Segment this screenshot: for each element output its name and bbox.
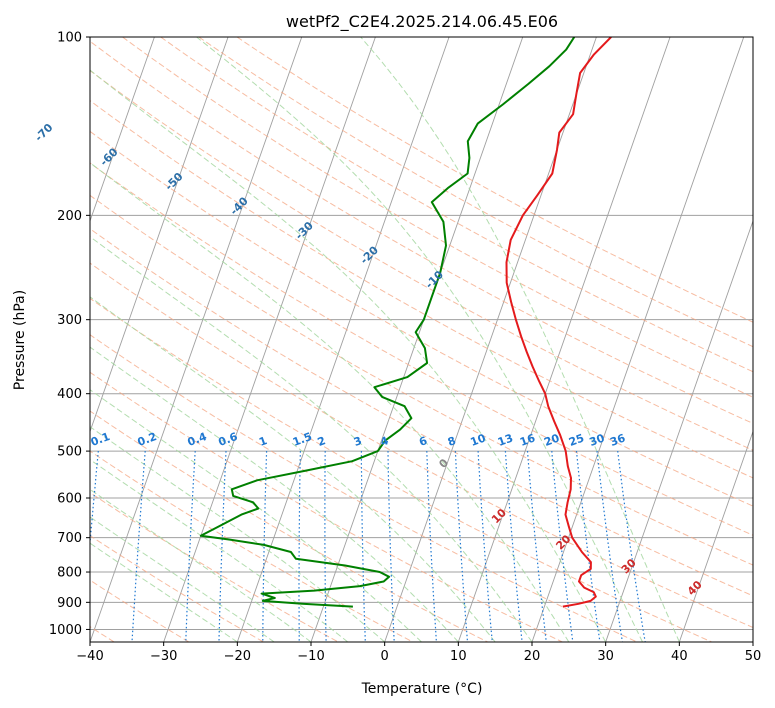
mixing-ratio-label: 8 — [446, 434, 458, 449]
mixing-ratio-line — [551, 451, 574, 642]
dry-adiabat — [90, 194, 753, 566]
moist-adiabat — [90, 236, 533, 642]
y-tick-label: 300 — [57, 313, 82, 328]
dry-adiabat — [198, 37, 753, 348]
plot-area — [90, 37, 753, 642]
mixing-ratio-label: 13 — [496, 431, 515, 448]
isotherm-line — [163, 37, 376, 642]
y-tick-label: 400 — [57, 387, 82, 402]
isotherm-line — [531, 37, 745, 642]
isotherm-line — [384, 37, 597, 642]
y-tick-label: 500 — [57, 445, 82, 460]
isotherm-line — [457, 37, 671, 642]
mixing-ratio-label: 3 — [352, 434, 364, 449]
y-tick-label: 600 — [57, 492, 82, 507]
moist-adiabat — [90, 488, 312, 642]
dry-adiabat — [90, 450, 414, 642]
mixing-ratio-label: 0.4 — [186, 430, 209, 449]
mixing-ratio-label: 1 — [257, 434, 269, 449]
y-tick-label: 700 — [57, 531, 82, 546]
mixing-ratio-label: 25 — [567, 431, 586, 448]
x-tick-label: −20 — [224, 649, 251, 664]
x-tick-label: −10 — [297, 649, 324, 664]
mixing-ratio-line — [596, 451, 623, 642]
mixing-ratio-label: 30 — [588, 431, 607, 449]
moist-adiabat — [90, 162, 570, 642]
x-tick-label: 0 — [381, 649, 389, 664]
dry-adiabat — [90, 228, 753, 597]
mixing-ratio-label: 2 — [316, 434, 328, 449]
dry-adiabat — [90, 130, 753, 507]
mixing-ratio-label: 6 — [417, 434, 429, 449]
temperature-profile — [505, 37, 612, 608]
moist-adiabat — [90, 296, 496, 642]
dry-adiabat — [90, 99, 753, 479]
isotherm-line — [90, 37, 229, 433]
mixing-ratio-line — [575, 451, 601, 642]
chart-title: wetPf2_C2E4.2025.214.06.45.E06 — [286, 12, 558, 32]
y-axis-label: Pressure (hPa) — [12, 290, 28, 390]
moist-adiabat — [90, 542, 238, 642]
x-tick-label: 30 — [597, 649, 614, 664]
mixing-ratio-label: 0.1 — [89, 430, 112, 449]
dry-adiabat — [90, 334, 638, 642]
dry-adiabat — [160, 37, 753, 373]
isotherm-line — [90, 37, 303, 642]
x-tick-label: 10 — [450, 649, 467, 664]
dry-adiabat — [90, 492, 339, 642]
y-tick-label: 1000 — [49, 623, 82, 638]
mixing-ratio-label: 4 — [379, 434, 391, 449]
isotherm-line — [678, 430, 753, 642]
x-tick-label: 20 — [524, 649, 541, 664]
moist-adiabat — [90, 346, 459, 642]
mixing-ratio-label: 10 — [469, 431, 488, 449]
x-tick-label: 50 — [745, 649, 762, 664]
y-tick-label: 100 — [57, 31, 82, 46]
x-tick-label: 40 — [671, 649, 688, 664]
x-tick-label: −40 — [76, 649, 103, 664]
y-tick-label: 200 — [57, 209, 82, 224]
isotherm-line — [90, 37, 155, 223]
y-tick-label: 800 — [57, 566, 82, 581]
mixing-ratio-label: 0.6 — [217, 430, 240, 449]
dry-adiabat — [90, 297, 712, 642]
moist-adiabat — [90, 516, 275, 642]
x-axis-label: Temperature (°C) — [361, 681, 483, 697]
mixing-ratio-line — [617, 451, 646, 642]
moist-adiabat — [90, 426, 386, 642]
plot-frame — [89, 36, 754, 643]
y-tick-label: 900 — [57, 596, 82, 611]
moist-adiabat — [90, 389, 422, 642]
moist-adiabat — [360, 37, 680, 642]
dry-adiabat — [236, 37, 753, 323]
mixing-ratio-label: 20 — [542, 431, 561, 449]
dewpoint-profile — [199, 37, 576, 608]
moist-adiabat — [196, 37, 643, 642]
mixing-ratio-label: 1.5 — [291, 430, 314, 449]
moist-adiabat — [90, 69, 607, 642]
mixing-ratio-label: 16 — [518, 431, 537, 449]
dry-adiabat — [90, 534, 264, 642]
mixing-ratio-label: 0.2 — [136, 430, 159, 449]
dry-adiabat — [90, 40, 753, 424]
isotherm-line — [236, 37, 450, 642]
isotherm-line — [605, 219, 753, 642]
x-tick-label: −30 — [150, 649, 177, 664]
mixing-ratio-label: 36 — [608, 431, 627, 449]
dry-adiabat — [90, 262, 753, 629]
dry-adiabat — [90, 410, 488, 642]
